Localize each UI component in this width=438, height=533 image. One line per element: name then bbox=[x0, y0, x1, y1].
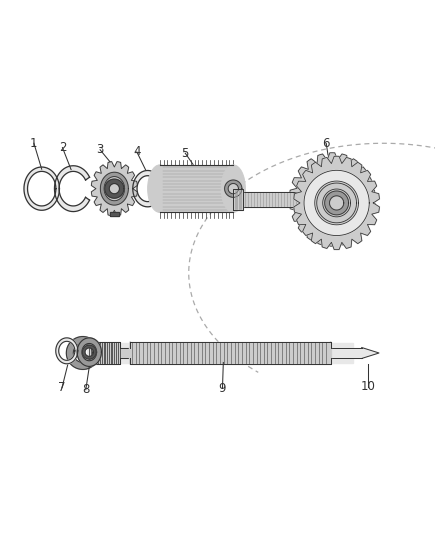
Text: 10: 10 bbox=[361, 380, 376, 393]
Text: 4: 4 bbox=[133, 146, 141, 158]
Polygon shape bbox=[290, 153, 375, 246]
Text: 3: 3 bbox=[96, 143, 104, 156]
Text: 1: 1 bbox=[30, 137, 38, 150]
Polygon shape bbox=[120, 348, 131, 358]
Text: 2: 2 bbox=[59, 141, 66, 154]
Polygon shape bbox=[320, 188, 344, 212]
Bar bbox=[160, 165, 233, 213]
Polygon shape bbox=[332, 348, 362, 359]
Polygon shape bbox=[133, 171, 162, 207]
Polygon shape bbox=[294, 156, 379, 249]
Polygon shape bbox=[317, 183, 357, 223]
Polygon shape bbox=[24, 167, 60, 211]
Polygon shape bbox=[131, 342, 332, 365]
Text: 7: 7 bbox=[58, 381, 66, 394]
Polygon shape bbox=[362, 348, 379, 359]
Polygon shape bbox=[89, 342, 120, 364]
Polygon shape bbox=[225, 180, 242, 197]
Ellipse shape bbox=[221, 165, 245, 213]
Polygon shape bbox=[331, 342, 332, 365]
Polygon shape bbox=[110, 213, 119, 216]
Ellipse shape bbox=[148, 165, 172, 213]
Text: 8: 8 bbox=[82, 383, 89, 396]
Text: 6: 6 bbox=[322, 137, 330, 150]
Polygon shape bbox=[105, 179, 124, 198]
Text: 5: 5 bbox=[182, 147, 189, 160]
Polygon shape bbox=[233, 189, 243, 211]
Polygon shape bbox=[77, 338, 101, 366]
Polygon shape bbox=[82, 345, 96, 359]
Polygon shape bbox=[243, 192, 297, 207]
Polygon shape bbox=[87, 343, 353, 363]
Polygon shape bbox=[304, 171, 369, 236]
Polygon shape bbox=[66, 336, 99, 369]
Polygon shape bbox=[312, 180, 352, 220]
Polygon shape bbox=[300, 167, 365, 232]
Text: 9: 9 bbox=[219, 382, 226, 395]
Polygon shape bbox=[54, 166, 89, 212]
Polygon shape bbox=[119, 342, 120, 364]
Polygon shape bbox=[100, 172, 128, 205]
Polygon shape bbox=[56, 338, 78, 364]
Polygon shape bbox=[130, 342, 131, 365]
Polygon shape bbox=[325, 191, 349, 215]
Polygon shape bbox=[92, 161, 138, 216]
